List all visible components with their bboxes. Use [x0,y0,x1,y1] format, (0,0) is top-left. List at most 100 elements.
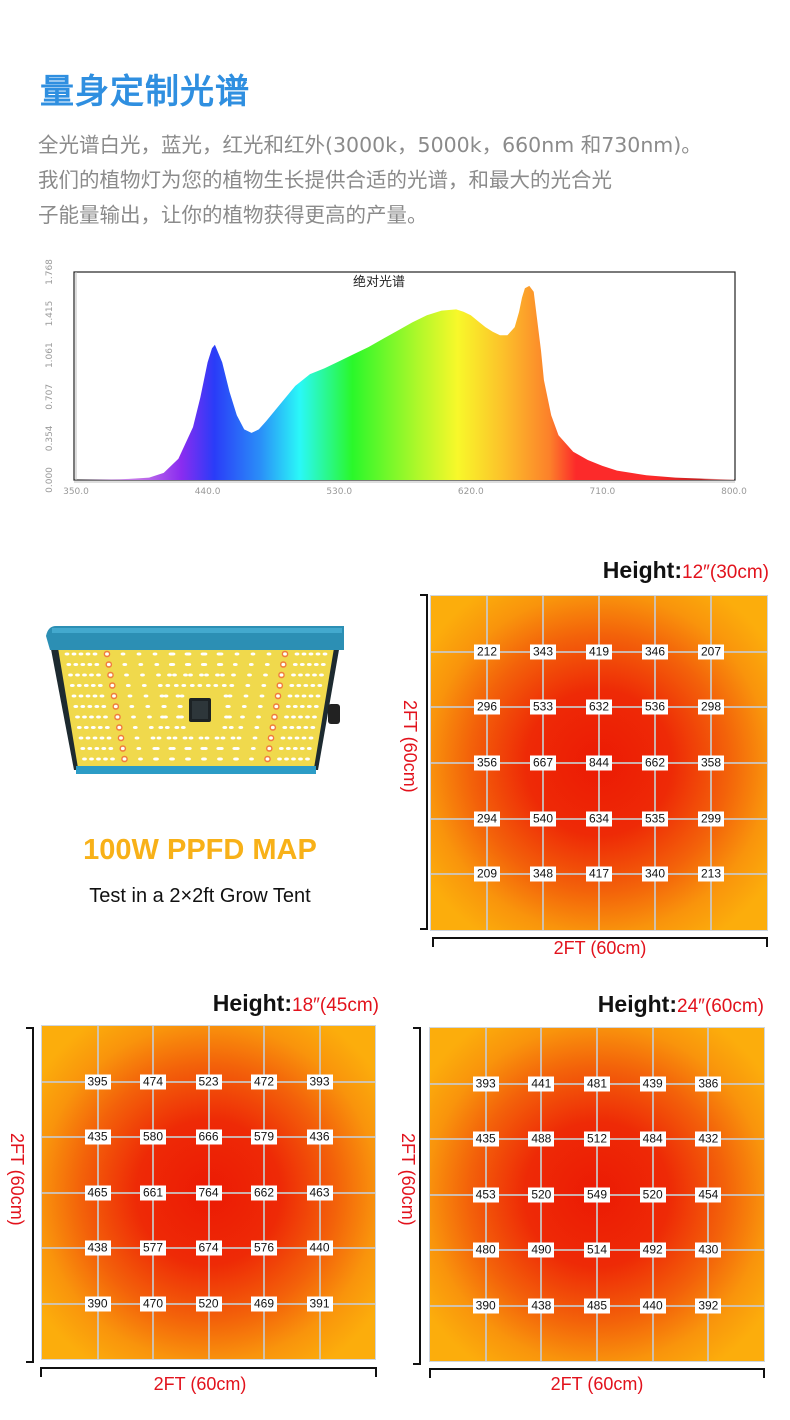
led-dot [289,684,295,687]
led-dot [176,715,181,719]
led-dot [156,673,161,677]
x-tick-label: 350.0 [63,487,89,497]
red-led-dot [116,724,123,731]
x-tick-label: 530.0 [326,487,352,497]
led-dot [197,684,203,687]
led-dot [115,715,120,719]
led-dot [156,736,162,740]
led-dot [87,705,93,708]
map-height-caption: Height:24″(60cm) [598,991,764,1018]
red-led-dot [269,724,277,731]
ppfd-value: 346 [642,644,668,660]
led-dot [136,747,142,750]
led-dot [168,663,174,666]
led-dot [87,663,93,666]
led-dot [125,684,131,687]
led-dot [220,736,226,740]
led-dot [273,705,279,708]
led-dot [108,747,114,750]
red-led-dot [276,682,284,689]
led-dot [173,684,179,687]
led-dot [298,715,303,719]
led-dot [282,726,288,729]
led-dot [94,705,100,708]
led-dot [127,694,133,698]
led-dot [166,736,172,740]
led-dot [71,694,77,698]
ppfd-value: 536 [642,699,668,715]
ppfd-value: 634 [586,811,612,827]
red-led-dot [119,745,127,752]
side-bracket [26,1027,34,1363]
led-dot [250,652,256,656]
description-line: 子能量输出，让你的植物获得更高的产量。 [38,203,428,227]
led-dot [238,726,244,729]
led-dot [143,694,149,698]
lamp-driver-inner [192,701,208,719]
red-led-dot [114,713,121,721]
led-dot [285,705,291,708]
led-dot [218,652,224,656]
led-dot [266,652,272,656]
led-dot [179,694,185,698]
led-dot [306,747,312,750]
ppfd-value: 417 [586,866,612,882]
ppfd-value: 435 [472,1131,499,1147]
led-dot [200,663,206,666]
ppfd-value: 438 [84,1240,111,1256]
side-dimension-label: 2FT (60cm) [400,700,420,793]
led-dot [104,652,110,656]
led-dot [120,652,126,656]
led-dot [174,726,180,729]
y-tick-label: 0.707 [45,384,55,410]
ppfd-value: 480 [472,1242,499,1258]
red-led-dot [112,703,120,710]
ppfd-value: 674 [195,1240,222,1256]
led-dot [157,684,163,687]
led-dot [96,715,101,719]
red-led-dot [278,671,285,679]
bottom-bracket [40,1367,377,1377]
led-dot [183,673,188,677]
led-dot [313,663,319,666]
led-dot [299,663,305,666]
led-dot [240,715,245,719]
led-dot [161,705,167,708]
led-dot [227,694,233,698]
side-bracket [413,1027,421,1365]
ppfd-value: 356 [474,755,500,771]
led-dot [147,715,152,719]
led-dot [106,663,112,666]
ppfd-value: 533 [530,699,556,715]
led-dot [94,663,100,666]
led-dot [141,684,147,687]
ppfd-value: 213 [698,866,724,882]
ppfd-value: 393 [472,1076,499,1091]
ppfd-value: 438 [528,1298,555,1313]
led-dot [223,694,229,698]
led-dot [225,705,231,708]
led-dot [301,652,307,656]
led-dot [103,757,108,761]
led-dot [263,673,268,677]
ppfd-value: 474 [140,1074,166,1089]
height-label: Height: [597,991,678,1017]
ppfd-value: 209 [474,866,500,882]
led-dot [322,652,328,656]
ppfd-value: 390 [84,1296,111,1311]
bottom-dimension-label: 2FT (60cm) [550,1374,644,1394]
led-dot [82,673,87,677]
led-dot [277,757,282,761]
map-height-caption: Height:12″(30cm) [603,557,769,584]
led-dot [175,694,181,698]
led-dot [167,673,172,677]
led-dot [308,736,314,740]
ppfd-value: 667 [530,755,556,771]
led-dot [92,736,98,740]
red-led-dot [105,661,113,668]
led-dot [289,726,295,729]
led-dot [75,673,80,677]
x-tick-label: 440.0 [195,487,221,497]
led-dot [172,736,178,740]
led-dot [294,736,300,740]
